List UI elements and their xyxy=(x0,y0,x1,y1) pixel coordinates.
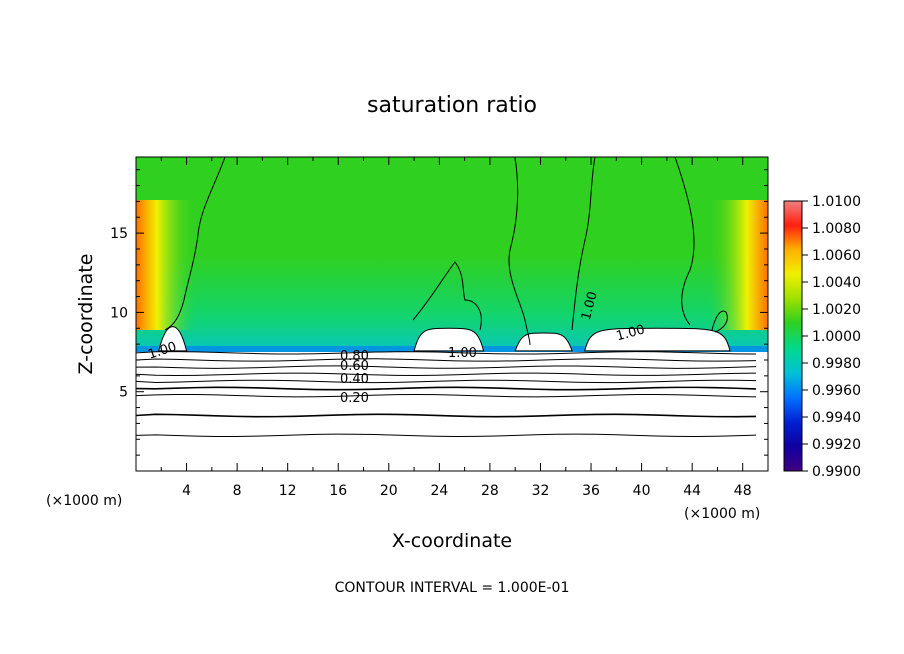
colorbar-tick-label: 0.9960 xyxy=(812,383,861,399)
colorbar-tick-label: 0.9940 xyxy=(812,410,861,426)
plot-frame xyxy=(135,156,769,472)
contour-line-1-00 xyxy=(571,157,596,331)
contour-line-1-00 xyxy=(508,157,531,346)
y-tick-label: 10 xyxy=(110,305,128,321)
contour-line-0-70 xyxy=(136,365,757,369)
low-contour-lines xyxy=(136,351,757,438)
cloud-patch xyxy=(413,327,485,352)
contour-line-0-60 xyxy=(136,372,757,376)
contour-label: 0.60 xyxy=(340,359,369,374)
contour-label: 1.00 xyxy=(579,290,601,322)
colorbar-tick-label: 1.0020 xyxy=(812,302,861,318)
contour-label: 0.80 xyxy=(340,349,369,364)
y-axis-ticks: 5 10 15 xyxy=(110,169,768,456)
contour-line-1-00 xyxy=(674,157,695,326)
contour-line-0-90 xyxy=(136,351,757,355)
x-axis-ticks: 4 8 12 16 20 24 28 32 36 40 44 48 xyxy=(160,157,752,499)
contour-lines xyxy=(164,157,728,346)
contour-label: 0.40 xyxy=(340,372,369,387)
contour-line-0-10 xyxy=(136,433,757,438)
colorbar-tick-label: 1.0000 xyxy=(812,329,861,345)
contour-line-1-00 xyxy=(412,261,482,331)
contour-line-1-00 xyxy=(711,310,728,333)
chart-title: saturation ratio xyxy=(367,93,537,118)
colorbar-tick-label: 0.9920 xyxy=(812,437,861,453)
contour-line-0-40 xyxy=(136,386,757,391)
colorbar-tick-label: 0.9980 xyxy=(812,356,861,372)
x-tick-label: 40 xyxy=(633,483,651,499)
x-tick-label: 44 xyxy=(683,483,701,499)
cloud-patch xyxy=(584,327,731,352)
y-axis-label: Z-coordinate xyxy=(75,254,97,375)
contour-line-0-50 xyxy=(136,379,757,384)
x-tick-label: 32 xyxy=(532,483,550,499)
contour-line-0-30 xyxy=(136,393,757,398)
contour-label: 1.00 xyxy=(448,346,477,361)
contour-line-0-20 xyxy=(136,413,757,418)
x-tick-label: 28 xyxy=(481,483,499,499)
z-unit-label: (×1000 m) xyxy=(46,493,122,509)
colorbar-tick-label: 1.0100 xyxy=(812,194,861,210)
cloud-patch xyxy=(158,326,188,352)
right-edge-high-ratio xyxy=(708,200,768,330)
contour-label: 0.20 xyxy=(340,391,369,406)
contour-interval-note: CONTOUR INTERVAL = 1.000E-01 xyxy=(335,580,570,596)
plot-area xyxy=(136,157,768,471)
x-tick-label: 48 xyxy=(734,483,752,499)
x-tick-label: 24 xyxy=(430,483,448,499)
y-tick-label: 15 xyxy=(110,226,128,242)
colorbar-tick-label: 1.0080 xyxy=(812,221,861,237)
x-tick-label: 20 xyxy=(380,483,398,499)
x-tick-label: 8 xyxy=(233,483,242,499)
colorbar-tick-label: 1.0060 xyxy=(812,248,861,264)
x-tick-label: 16 xyxy=(329,483,347,499)
colorbar-ticks: 1.0100 1.0080 1.0060 1.0040 1.0020 1.0000 0.99… xyxy=(802,194,861,480)
colorbar: 1.0100 1.0080 1.0060 1.0040 1.0020 1.0000 0.99… xyxy=(783,194,861,480)
contour-line-0-80 xyxy=(136,358,757,362)
colorbar-gradient xyxy=(783,200,803,472)
cloud-patch xyxy=(514,332,573,352)
x-tick-label: 4 xyxy=(182,483,191,499)
contour-line-1-00 xyxy=(164,157,226,331)
x-axis-label: X-coordinate xyxy=(392,530,512,552)
x-tick-label: 12 xyxy=(279,483,297,499)
subsaturated-region xyxy=(136,352,768,471)
colorbar-tick-label: 0.9900 xyxy=(812,464,861,480)
x-tick-label: 36 xyxy=(582,483,600,499)
y-tick-label: 5 xyxy=(119,385,128,401)
colorbar-tick-label: 1.0040 xyxy=(812,275,861,291)
left-edge-high-ratio xyxy=(136,200,196,330)
x-unit-label: (×1000 m) xyxy=(684,506,760,522)
contour-label: 1.00 xyxy=(615,322,647,344)
cloud-patches xyxy=(158,326,731,352)
